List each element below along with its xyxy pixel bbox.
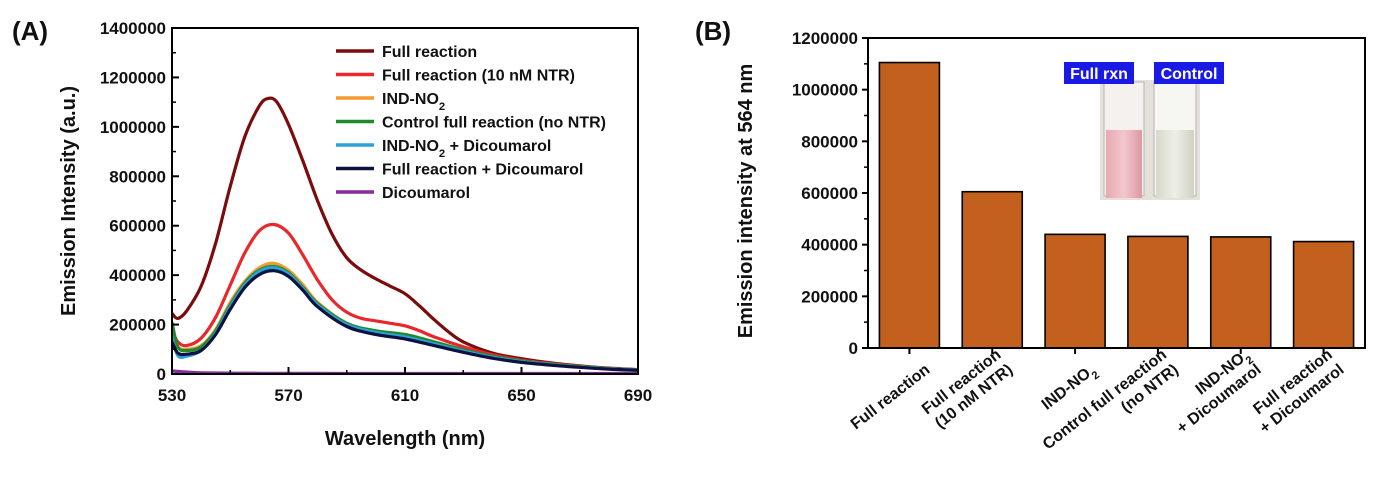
y-tick-label: 600000: [109, 217, 166, 236]
x-tick-label: 690: [624, 386, 652, 405]
inset-label-bg: [1064, 62, 1134, 84]
legend-label: Full reaction: [382, 44, 477, 61]
y-tick-label: 1000000: [792, 81, 858, 100]
x-tick-label: 650: [507, 386, 535, 405]
y-tick-label: 200000: [801, 287, 858, 306]
x-category-label: Full reaction: [848, 361, 933, 433]
y-tick-label: 800000: [801, 132, 858, 151]
y-tick-label: 200000: [109, 316, 166, 335]
legend-a: Full reaction Full reaction (10 nM NTR) IN…: [336, 44, 606, 202]
series-line-5: [172, 269, 638, 372]
series-line-3: [172, 264, 638, 372]
cuvette-photo-inset: Full rxn Control: [1064, 62, 1224, 200]
x-axis-label-a: Wavelength (nm): [325, 428, 485, 450]
bars: [878, 61, 1355, 349]
x-tick-label: 610: [391, 386, 419, 405]
inset-label-bg: [1154, 62, 1224, 84]
bar-3: [1127, 235, 1189, 349]
legend-label: Full reaction (10 nM NTR): [382, 68, 575, 85]
y-tick-label: 400000: [801, 236, 858, 255]
x-category-label: Control full reaction(no NTR): [1040, 346, 1182, 453]
series-line-1: [172, 222, 638, 372]
y-tick-label: 800000: [109, 167, 166, 186]
legend-label: Control full reaction (no NTR): [382, 115, 606, 132]
series-line-2: [172, 261, 638, 372]
y-axis-label-b: Emission intensity at 564 nm: [735, 64, 757, 339]
x-tick-label: 570: [274, 386, 302, 405]
panel-label-b: (B): [695, 16, 731, 46]
category-line: Full reaction: [848, 361, 933, 433]
bar-1: [961, 190, 1024, 349]
panel-label-a: (A): [12, 16, 48, 46]
bar-2: [1044, 233, 1106, 349]
legend-label: Full reaction + Dicoumarol: [382, 162, 583, 179]
y-tick-label: 0: [849, 339, 858, 358]
bar-0: [878, 61, 941, 349]
legend-label: Dicoumarol: [382, 185, 470, 202]
inset-label: Full rxn: [1070, 66, 1128, 83]
inset-label: Control: [1161, 66, 1218, 83]
y-tick-label: 0: [157, 365, 166, 384]
bar-4: [1209, 236, 1272, 349]
x-tick-label: 530: [158, 386, 186, 405]
x-category-label: Full reaction(10 nM NTR): [919, 346, 1016, 432]
pink-solution: [1106, 130, 1142, 198]
bar-5: [1292, 240, 1355, 349]
x-category-label: Full reaction+ Dicoumarol: [1250, 346, 1347, 437]
y-tick-label: 1400000: [100, 19, 166, 38]
legend-label: IND-NO2 + Dicoumarol: [382, 138, 551, 160]
y-axis-label-a: Emission Intensity (a.u.): [58, 86, 80, 316]
panel-a: (A) 530 570 610 650 690 0 200000 400000 600000 80…: [12, 16, 652, 450]
clear-solution: [1156, 130, 1194, 198]
legend-label: IND-NO2: [382, 91, 445, 113]
axes-a: 530 570 610 650 690 0 200000 400000 600000 800000…: [100, 19, 652, 405]
y-tick-label: 400000: [109, 266, 166, 285]
y-tick-label: 1000000: [100, 118, 166, 137]
x-category-label: IND-NO2+ Dicoumarol: [1174, 350, 1265, 437]
y-tick-label: 1200000: [792, 29, 858, 48]
y-tick-label: 1200000: [100, 68, 166, 87]
y-tick-label: 600000: [801, 184, 858, 203]
